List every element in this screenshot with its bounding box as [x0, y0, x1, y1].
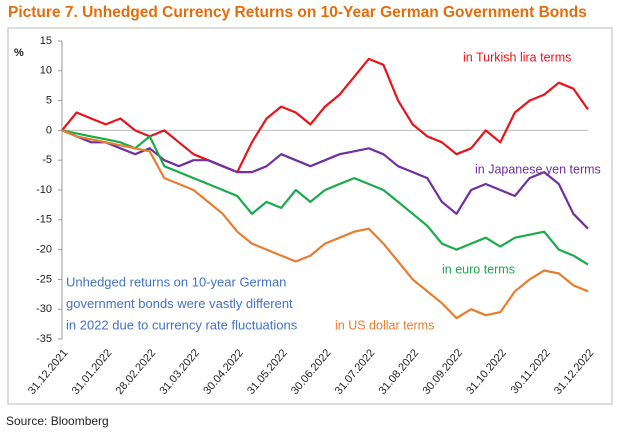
y-tick-label: -25	[36, 273, 52, 285]
series-label: in US dollar terms	[335, 318, 434, 332]
y-tick-label: 15	[40, 35, 52, 47]
y-tick-label: -10	[36, 184, 52, 196]
x-tick-label: 30.04.2022	[201, 347, 246, 397]
y-tick-label: -15	[36, 214, 52, 226]
y-tick-label: 5	[46, 95, 52, 107]
x-tick-label: 31.03.2022	[157, 347, 202, 397]
y-tick-label: -30	[36, 303, 52, 315]
source: Source: Bloomberg	[6, 414, 109, 428]
x-tick-label: 28.02.2022	[114, 347, 159, 397]
series-line	[61, 57, 589, 174]
y-tick-label: -5	[42, 154, 52, 166]
series-line	[61, 129, 589, 230]
y-label: %	[14, 47, 24, 59]
y-tick-label: -35	[36, 333, 52, 345]
series-line	[61, 129, 589, 320]
annotation: in 2022 due to currency rate fluctuation…	[66, 317, 298, 332]
x-tick-label: 30.11.2022	[509, 347, 553, 396]
x-tick-label: 31.08.2022	[377, 347, 422, 397]
annotation: government bonds were vastly different	[66, 296, 293, 311]
x-tick-label: 31.07.2022	[333, 347, 378, 397]
frame	[7, 27, 613, 405]
series-label: in Japanese yen terms	[475, 162, 601, 176]
x-tick-label: 31.12.2022	[552, 347, 597, 397]
x-tick-label: 30.09.2022	[420, 347, 465, 397]
x-tick-label: 31.01.2022	[70, 347, 115, 397]
y-tick-label: -20	[36, 244, 52, 256]
annotation: Unhedged returns on 10-year German	[66, 274, 286, 289]
series-line	[61, 129, 589, 266]
series-label: in euro terms	[442, 262, 515, 276]
x-tick-label: 31.12.2021	[26, 347, 71, 397]
series-label: in Turkish lira terms	[463, 50, 571, 64]
y-tick-label: 0	[46, 124, 52, 136]
x-tick-label: 30.06.2022	[289, 347, 334, 397]
x-tick-label: 31.10.2022	[464, 347, 509, 397]
x-tick-label: 31.05.2022	[245, 347, 290, 397]
chart-title: Picture 7. Unhedged Currency Returns on …	[8, 4, 587, 21]
y-tick-label: 10	[40, 65, 52, 77]
